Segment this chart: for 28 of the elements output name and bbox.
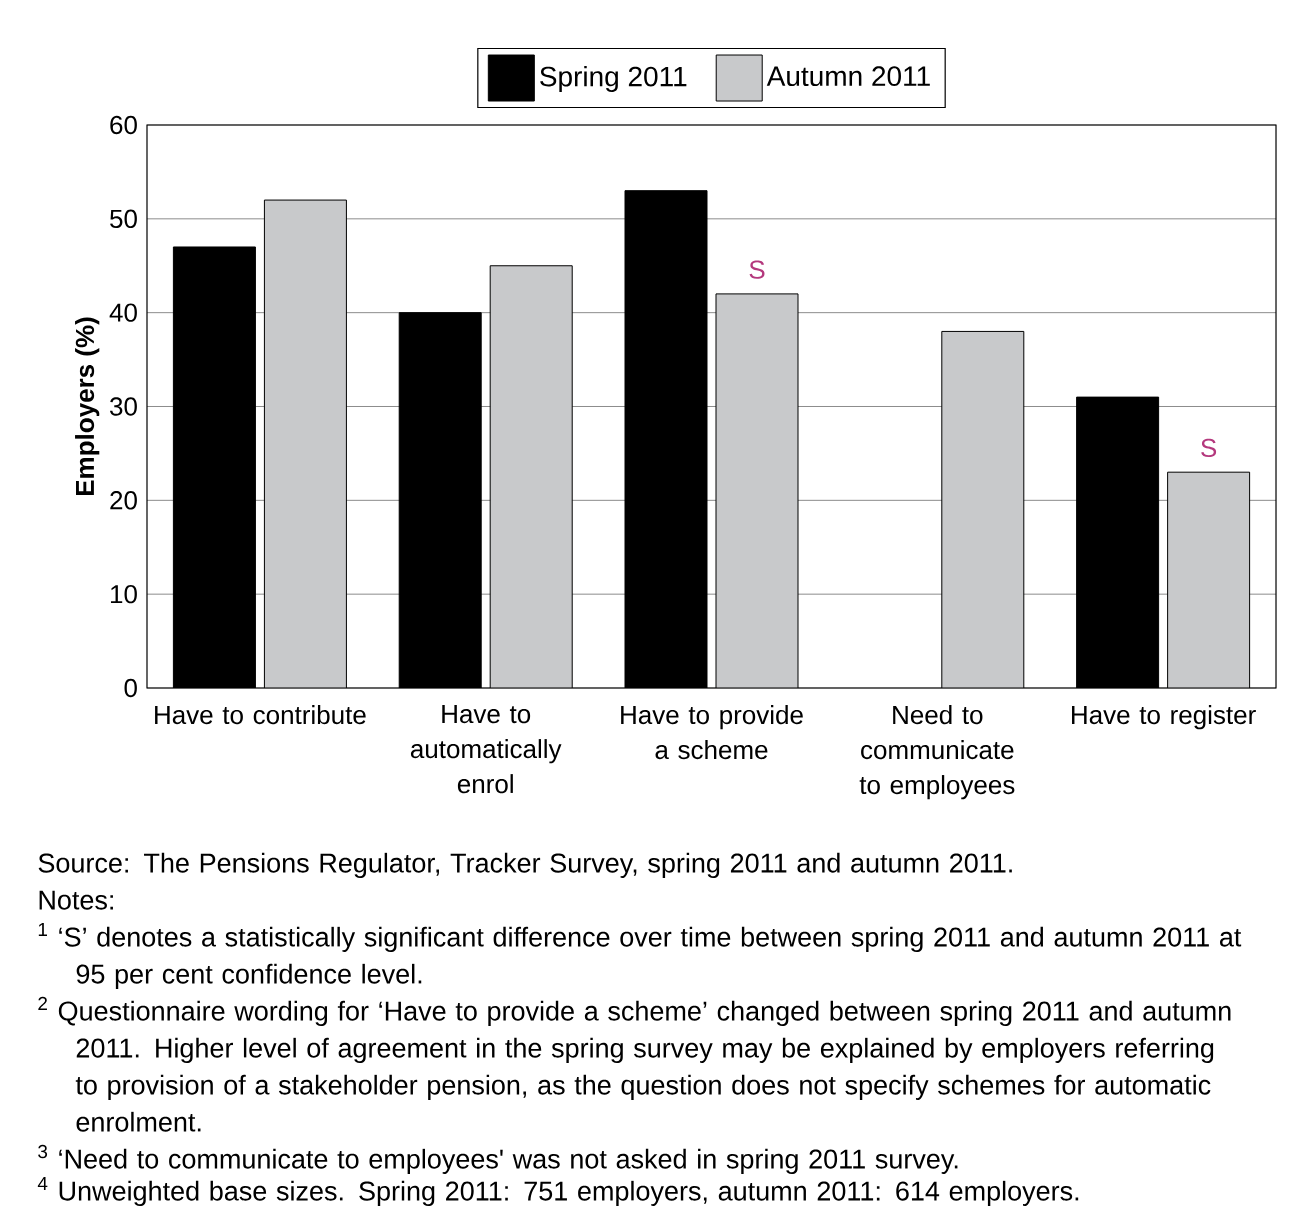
annotation: S	[749, 260, 765, 279]
y-tick-label: 50	[110, 209, 137, 229]
y-tick-label: 10	[110, 584, 137, 604]
y-tick-label: 30	[110, 397, 137, 416]
bar	[263, 199, 347, 688]
bar	[941, 330, 1025, 688]
text: $^{3}$ ‘Need to communicate to employees' was not asked in spring 2011 survey.	[38, 1144, 958, 1174]
source-note: Source: The Pensions Regulator, Tracker Survey, spring 2011 and autumn 2011.	[38, 852, 1012, 878]
legend-label: Spring 2011	[540, 65, 687, 93]
x-tick-label: Have to contribute	[155, 705, 366, 725]
bar	[489, 265, 573, 688]
x-tick-label: Have to register	[1072, 705, 1256, 730]
y-axis-title: Employers (%)	[75, 317, 100, 496]
annotation: S	[1201, 438, 1217, 458]
text: Notes:	[39, 890, 113, 910]
text: $^{1}$ ‘S’ denotes a statistically significant difference over time between spring 2011 and autumn 2011 at 95 per cent confidence level.	[38, 922, 1242, 989]
y-tick-label: 40	[109, 303, 137, 322]
bar	[1167, 471, 1251, 688]
legend-label: Autumn 2011	[766, 66, 930, 87]
y-tick-label: 60	[110, 115, 137, 135]
text: $^{2}$ Questionnaire wording for ‘Have to provide a scheme’ changed between spring 2011 and autumn 2011. Higher level of agreement in the spring survey may be explained by employers referring to provision of a stakeholder pension, as the question does not specify schemes for automatic enrolment.	[38, 996, 1231, 1132]
text: $^{4}$ Unweighted base sizes. Spring 2011: 751 employers, autumn 2011: 614 employers.	[37, 1176, 1079, 1206]
x-tick-label: Have to automatically enrol	[410, 705, 562, 794]
x-tick-label: Have to provide a scheme	[621, 705, 803, 760]
y-tick-label: 20	[110, 491, 137, 510]
y-tick-label: 0	[124, 678, 137, 698]
bar	[715, 293, 799, 688]
x-tick-label: Need to communicate to employees	[859, 705, 1015, 800]
